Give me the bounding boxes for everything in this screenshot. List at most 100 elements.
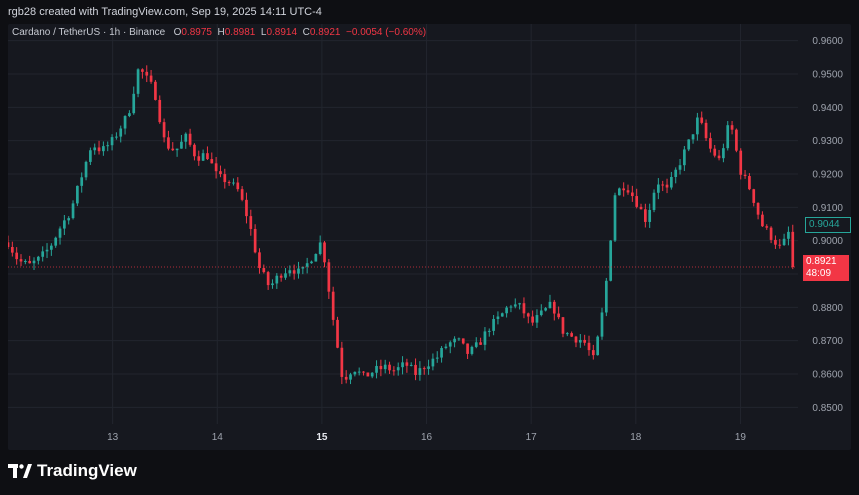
candle-body <box>505 307 508 314</box>
x-tick-label: 18 <box>630 432 642 443</box>
open-value: 0.8975 <box>181 27 212 38</box>
candle <box>63 215 66 235</box>
candle <box>613 192 617 243</box>
candle-body <box>665 184 669 188</box>
footer: TradingView <box>0 450 859 495</box>
candle-body <box>427 366 430 369</box>
candle <box>470 345 474 356</box>
candle-body <box>431 358 435 367</box>
candle-body <box>787 231 790 239</box>
candle-body <box>158 99 162 123</box>
candle-body <box>349 374 352 380</box>
attribution-bar: rgb28 created with TradingView.com, Sep … <box>0 0 859 24</box>
candle-body <box>756 202 760 215</box>
candle-body <box>206 153 209 160</box>
candle <box>37 255 40 265</box>
candle-body <box>336 319 339 348</box>
candle-body <box>474 342 478 347</box>
candle <box>28 255 32 264</box>
candle <box>709 132 712 153</box>
candle-body <box>102 146 105 152</box>
candle <box>240 186 244 202</box>
candle <box>379 359 383 377</box>
current-price-tag: 0.8921 48:09 <box>803 255 849 281</box>
candle-body <box>717 155 721 159</box>
candle <box>188 128 192 147</box>
candle-body <box>89 150 92 162</box>
candle <box>375 360 378 379</box>
candle-body <box>652 192 656 210</box>
candle-body <box>119 128 123 137</box>
candle <box>544 307 547 312</box>
candle <box>262 264 266 274</box>
candle <box>102 141 105 156</box>
candle-body <box>644 209 647 222</box>
candle <box>717 149 721 161</box>
candle-body <box>132 93 136 114</box>
candle <box>479 337 482 345</box>
candle-body <box>110 137 114 146</box>
candle-body <box>604 280 608 313</box>
candle-body <box>418 368 422 375</box>
candle-body <box>10 246 14 253</box>
candle-body <box>50 245 53 250</box>
candle-body <box>379 365 383 370</box>
candle-body <box>375 365 378 373</box>
candlestick-chart[interactable]: 0.9600 0.9500 0.9400 0.9300 0.9200 0.9100 0.90… <box>8 24 851 450</box>
candle-body <box>466 343 469 354</box>
candle-body <box>284 273 287 278</box>
candle-body <box>128 113 131 117</box>
candle <box>756 202 760 220</box>
candle <box>141 68 144 79</box>
candle <box>201 149 205 161</box>
candle-body <box>58 228 62 238</box>
candle-body <box>544 308 547 311</box>
candle <box>505 305 508 318</box>
candle-body <box>461 338 465 344</box>
candle-body <box>622 188 626 191</box>
candle-body <box>631 192 634 197</box>
candle-body <box>236 182 240 190</box>
candle-body <box>353 371 357 375</box>
candle <box>657 178 660 200</box>
candle <box>349 372 352 385</box>
candle-body <box>709 138 712 149</box>
candle <box>392 366 396 376</box>
candle <box>518 302 521 310</box>
candle-body <box>674 169 678 177</box>
candle <box>136 68 140 98</box>
y-tick-label: 0.8800 <box>812 303 843 314</box>
candle <box>622 182 626 197</box>
candle <box>696 112 699 141</box>
candle <box>414 358 417 381</box>
candle <box>145 65 149 83</box>
candle-body <box>791 231 795 267</box>
candle <box>791 224 795 270</box>
candle <box>492 314 495 336</box>
chart-panel[interactable]: 0.9600 0.9500 0.9400 0.9300 0.9200 0.9100 0.90… <box>8 24 851 450</box>
candle-body <box>778 244 782 246</box>
candle-body <box>63 220 66 229</box>
candle <box>284 268 287 280</box>
candle-body <box>23 260 27 262</box>
candle-body <box>414 364 417 375</box>
candle <box>206 146 209 161</box>
candle-body <box>253 228 257 253</box>
candle <box>171 142 175 152</box>
candle <box>370 372 374 379</box>
candle-body <box>41 251 45 257</box>
candle-body <box>8 242 10 247</box>
candle <box>427 359 430 375</box>
candle-body <box>145 71 149 76</box>
candle-body <box>331 291 335 320</box>
candle-body <box>531 316 534 323</box>
candle <box>539 304 543 317</box>
candle <box>258 248 261 274</box>
candle <box>735 128 738 153</box>
candle-body <box>722 148 725 159</box>
candle-body <box>522 303 526 314</box>
candle-body <box>171 148 175 151</box>
y-tick-label: 0.8600 <box>812 370 843 381</box>
candle-body <box>457 338 461 340</box>
candle-body <box>435 357 439 359</box>
